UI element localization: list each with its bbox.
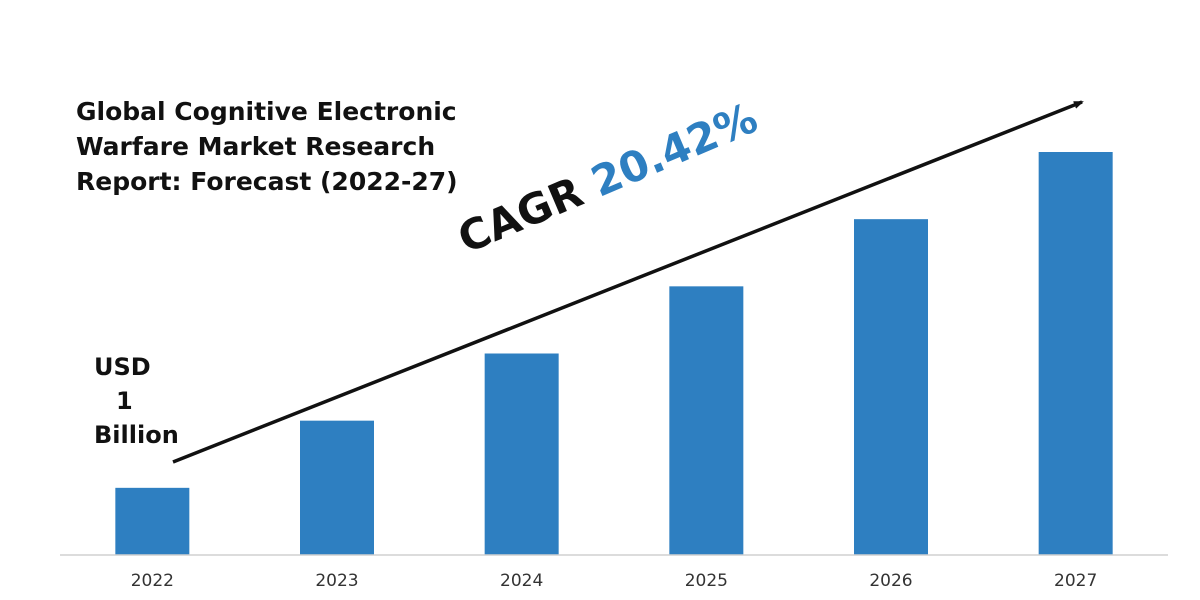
bar-2027	[1038, 152, 1113, 555]
chart-title-line-2: Warfare Market Research	[76, 132, 436, 161]
start-value-unit: Billion	[94, 421, 179, 449]
chart-title-line-1: Global Cognitive Electronic	[76, 97, 457, 126]
x-tick-label-2022: 2022	[131, 571, 174, 591]
bar-2022	[115, 487, 190, 555]
x-tick-labels: 2022 2023 2024 2025 2026 2027	[131, 571, 1098, 591]
bar-2026	[854, 219, 928, 555]
x-tick-label-2023: 2023	[315, 571, 358, 591]
x-tick-label-2025: 2025	[685, 571, 728, 591]
bars	[115, 152, 1113, 555]
growth-trend-arrow	[172, 100, 1084, 464]
start-value-number: 1	[116, 387, 133, 415]
bar-2025	[669, 286, 744, 555]
start-value-currency: USD	[94, 353, 151, 381]
start-value-annotation: USD 1 Billion	[94, 350, 194, 452]
bar-2024	[484, 353, 559, 555]
chart-title-line-3: Report: Forecast (2022-27)	[76, 167, 458, 196]
x-tick-label-2027: 2027	[1054, 571, 1097, 591]
bar-2023	[300, 420, 374, 555]
chart-title: Global Cognitive Electronic Warfare Mark…	[76, 94, 496, 199]
x-tick-label-2026: 2026	[869, 571, 912, 591]
x-tick-label-2024: 2024	[500, 571, 543, 591]
